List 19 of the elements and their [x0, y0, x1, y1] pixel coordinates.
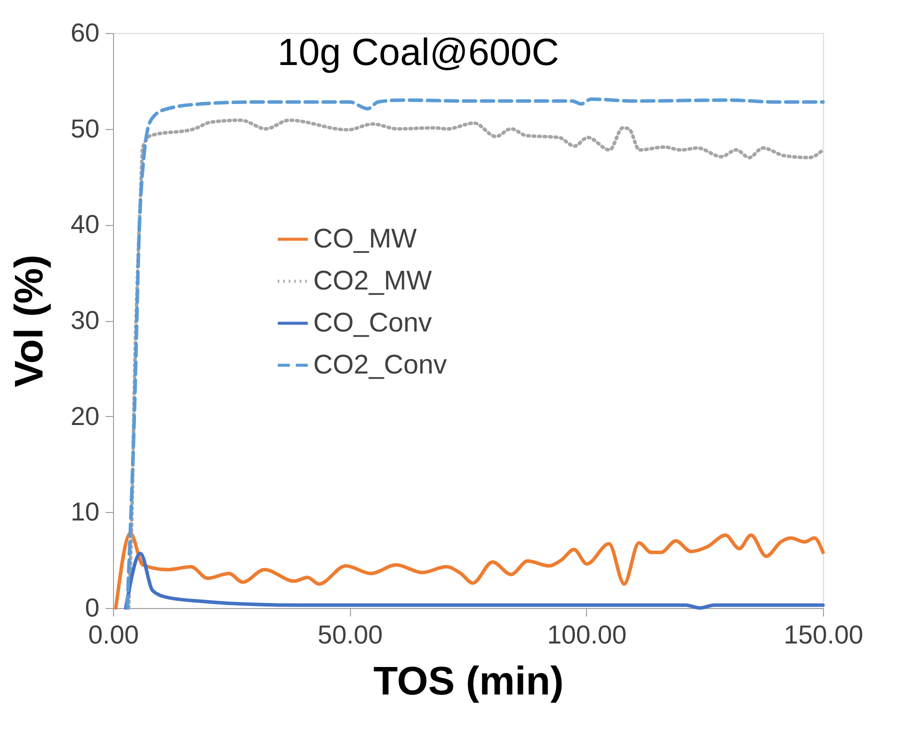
y-tick-label: 20	[70, 400, 100, 431]
y-tick-label: 40	[70, 209, 100, 240]
y-tick-label: 30	[70, 305, 100, 335]
chart-title: 10g Coal@600C	[278, 32, 560, 74]
y-tick-label: 10	[70, 496, 100, 527]
x-tick-label: 100.00	[547, 620, 627, 650]
x-tick-label: 150.00	[784, 620, 864, 650]
x-tick-label: 0.00	[88, 620, 139, 650]
x-axis-title: TOS (min)	[373, 660, 564, 704]
y-tick-label: 60	[70, 18, 100, 48]
y-axis-title: Vol (%)	[8, 254, 52, 388]
legend-label: CO_Conv	[313, 307, 432, 338]
x-tick-label: 50.00	[318, 620, 383, 650]
legend-label: CO2_Conv	[313, 349, 448, 380]
y-tick-label: 0	[85, 592, 100, 622]
legend-label: CO_MW	[313, 223, 418, 254]
legend-label: CO2_MW	[313, 265, 432, 296]
line-series	[124, 552, 825, 610]
y-tick-label: 50	[70, 113, 100, 144]
